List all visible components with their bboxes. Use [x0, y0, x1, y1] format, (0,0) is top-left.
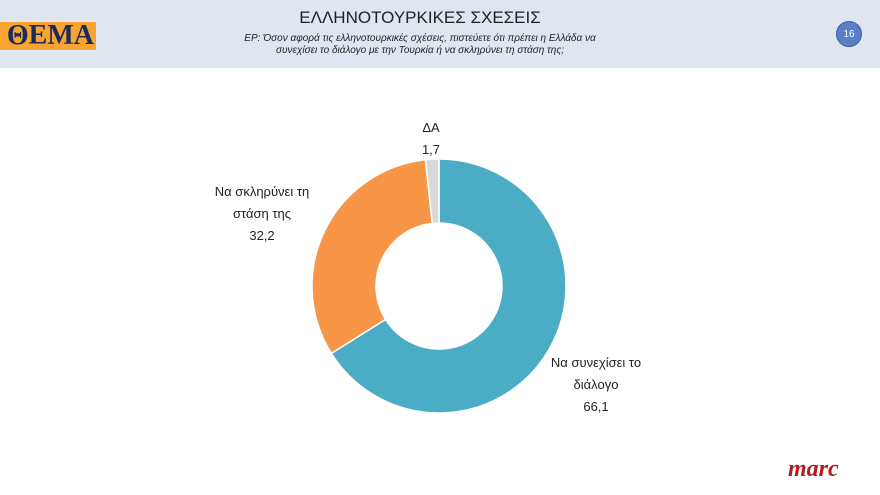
slice-label-group: Να σκληρύνει τη στάση της 32,2: [197, 181, 327, 247]
logo: ΘΕΜΑ: [0, 22, 96, 50]
slice-label: Να σκληρύνει τη στάση της: [214, 184, 310, 221]
value-label: 32,2: [249, 228, 275, 243]
chart-title: ΕΛΛΗΝΟΤΟΥΡΚΙΚΕΣ ΣΧΕΣΕΙΣ: [299, 8, 541, 27]
chart-subtitle: ΕΡ: Όσον αφορά τις ελληνοτουρκικές σχέσε…: [244, 33, 596, 56]
slice-label: ΔΑ: [422, 120, 440, 135]
value-label: 1,7: [421, 142, 441, 157]
slice-label: Να συνεχίσει το διάλογο: [550, 355, 642, 392]
donut-slice: [311, 158, 434, 355]
donut-slice: [424, 158, 440, 225]
slice-label-group: ΔΑ 1,7: [381, 117, 481, 161]
donut-slice: [330, 158, 567, 414]
header-band: [0, 0, 880, 68]
value-label: 66,1: [583, 399, 609, 414]
brand-logo: marc: [788, 456, 839, 482]
page-number: 16: [836, 21, 862, 47]
slice-label-group: Να συνεχίσει το διάλογο 66,1: [531, 352, 661, 418]
